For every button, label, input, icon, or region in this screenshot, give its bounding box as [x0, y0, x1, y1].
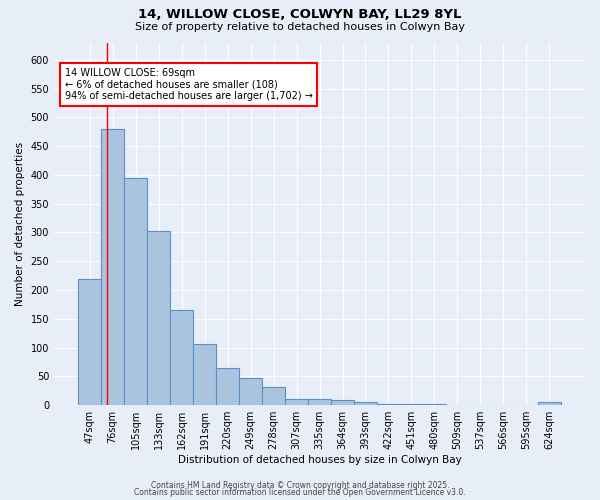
- Bar: [78, 278, 101, 405]
- Bar: [308, 399, 331, 405]
- Bar: [170, 310, 193, 405]
- Bar: [101, 129, 124, 405]
- Text: Size of property relative to detached houses in Colwyn Bay: Size of property relative to detached ho…: [135, 22, 465, 32]
- Bar: [400, 404, 423, 405]
- Bar: [216, 368, 239, 405]
- Bar: [377, 404, 400, 405]
- Text: Contains HM Land Registry data © Crown copyright and database right 2025.: Contains HM Land Registry data © Crown c…: [151, 480, 449, 490]
- Bar: [354, 402, 377, 405]
- Y-axis label: Number of detached properties: Number of detached properties: [15, 142, 25, 306]
- Text: 14, WILLOW CLOSE, COLWYN BAY, LL29 8YL: 14, WILLOW CLOSE, COLWYN BAY, LL29 8YL: [138, 8, 462, 20]
- Bar: [331, 400, 354, 405]
- Bar: [147, 232, 170, 405]
- Bar: [285, 400, 308, 405]
- X-axis label: Distribution of detached houses by size in Colwyn Bay: Distribution of detached houses by size …: [178, 455, 461, 465]
- Bar: [239, 378, 262, 405]
- Text: Contains public sector information licensed under the Open Government Licence v3: Contains public sector information licen…: [134, 488, 466, 497]
- Bar: [423, 404, 446, 405]
- Bar: [124, 178, 147, 405]
- Bar: [492, 404, 515, 405]
- Bar: [193, 344, 216, 405]
- Bar: [538, 402, 561, 405]
- Text: 14 WILLOW CLOSE: 69sqm
← 6% of detached houses are smaller (108)
94% of semi-det: 14 WILLOW CLOSE: 69sqm ← 6% of detached …: [65, 68, 313, 101]
- Bar: [262, 387, 285, 405]
